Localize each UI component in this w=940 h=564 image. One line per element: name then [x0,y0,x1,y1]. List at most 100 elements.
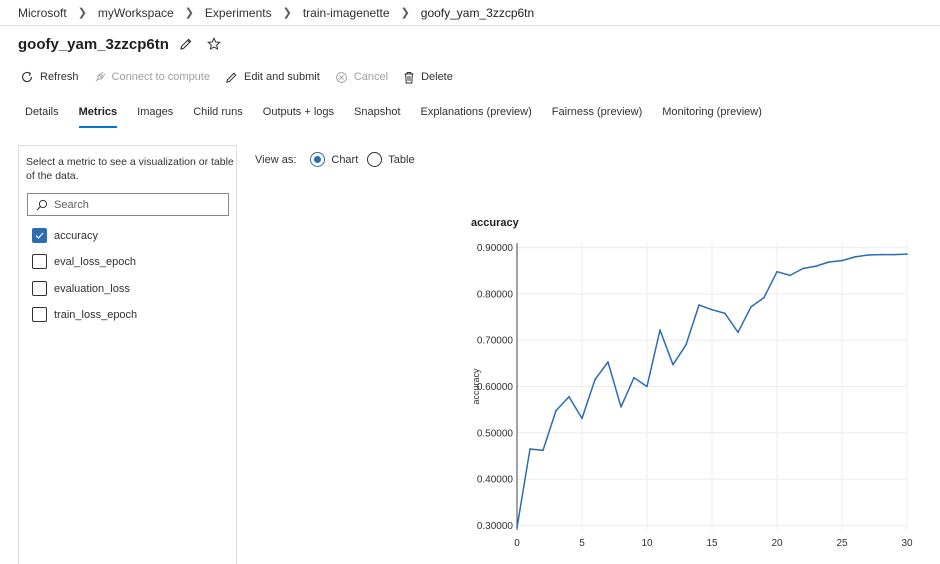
search-placeholder: Search [54,198,89,211]
pencil-icon[interactable] [179,37,193,51]
tab-bar: Details Metrics Images Child runs Output… [25,106,782,132]
metric-item-accuracy[interactable]: accuracy [32,228,98,243]
star-icon[interactable] [206,37,221,51]
y-tick-label: 0.90000 [477,243,514,254]
search-icon [36,199,48,210]
data-point [685,344,687,346]
connect-to-compute-button[interactable]: Connect to compute [94,71,210,83]
data-point [607,361,609,363]
data-point [854,256,856,258]
data-point [802,267,804,270]
y-tick-label: 0.60000 [477,382,514,393]
tab-fairness[interactable]: Fairness (preview) [551,106,643,118]
delete-button[interactable]: Delete [403,71,453,84]
data-point [581,417,583,420]
data-point [776,270,778,273]
y-tick-label: 0.80000 [477,289,514,300]
data-point [633,376,635,379]
tab-monitoring[interactable]: Monitoring (preview) [662,106,762,118]
breadcrumb-workspace[interactable]: myWorkspace [97,5,174,20]
data-point [867,254,869,256]
tab-outputs-logs[interactable]: Outputs + logs [262,106,335,118]
metric-item-evaluation-loss[interactable]: evaluation_loss [32,281,130,296]
refresh-button[interactable]: Refresh [20,70,79,84]
page-title: goofy_yam_3zzcp6tn [18,35,169,53]
search-input[interactable]: Search [27,193,229,216]
breadcrumb-run: goofy_yam_3zzcp6tn [420,5,535,20]
x-tick-label: 10 [641,538,653,549]
data-point [893,253,895,256]
pencil-icon [226,72,237,83]
trash-icon [404,71,414,83]
chart-title: accuracy [471,217,520,229]
y-axis-label: accuracy [471,368,481,405]
checkbox-checked[interactable] [32,228,47,243]
refresh-icon [21,71,33,83]
metric-item-train-loss-epoch[interactable]: train_loss_epoch [32,307,137,322]
cancel-button[interactable]: Cancel [335,71,388,84]
data-point [698,304,700,306]
metric-label: eval_loss_epoch [54,255,136,268]
data-point [542,449,544,452]
edit-and-submit-label: Edit and submit [243,71,320,83]
data-point [789,274,791,277]
view-table-option[interactable]: Table [367,152,415,167]
x-tick-label: 30 [901,538,913,549]
plug-icon [95,71,105,82]
data-point [672,363,674,366]
tab-images[interactable]: Images [137,106,174,118]
title-row: goofy_yam_3zzcp6tn [18,34,221,54]
metric-label: evaluation_loss [54,282,130,295]
data-point [828,261,830,263]
metric-label: train_loss_epoch [54,308,138,321]
data-point [763,296,765,299]
tab-explanations[interactable]: Explanations (preview) [420,106,532,118]
metric-label: accuracy [54,229,99,242]
breadcrumb-experiments[interactable]: Experiments [204,5,272,20]
view-as-group: View as: Chart Table [255,152,424,167]
chevron-right-icon: ❯ [77,7,87,19]
delete-label: Delete [421,71,453,83]
view-chart-option[interactable]: Chart [310,152,358,167]
cancel-label: Cancel [353,71,389,83]
data-point [815,265,817,267]
chevron-right-icon: ❯ [184,7,194,19]
tab-details[interactable]: Details [25,106,59,118]
metric-item-eval-loss-epoch[interactable]: eval_loss_epoch [32,254,136,269]
checkbox[interactable] [32,307,47,322]
data-point [906,253,908,255]
tab-child-runs[interactable]: Child runs [193,106,243,118]
y-tick-label: 0.40000 [477,475,514,486]
view-as-label: View as: [255,153,297,166]
data-point [750,306,752,308]
y-tick-label: 0.70000 [477,336,514,347]
data-point [880,253,882,256]
data-point [659,329,661,331]
tab-metrics[interactable]: Metrics [78,106,117,128]
data-point [841,259,843,262]
data-point [555,409,557,412]
x-tick-label: 15 [706,538,718,549]
breadcrumb-experiment[interactable]: train-imagenette [302,5,390,20]
checkbox[interactable] [32,281,47,296]
cancel-icon [335,71,347,83]
breadcrumb-microsoft[interactable]: Microsoft [18,5,67,20]
data-point [529,448,531,450]
y-tick-label: 0.50000 [477,428,514,439]
x-tick-label: 5 [579,538,585,549]
radio-selected[interactable] [310,152,326,167]
metric-selector-panel: Select a metric to see a visualization o… [18,145,237,564]
data-point [594,378,596,381]
radio[interactable] [367,152,383,167]
edit-and-submit-button[interactable]: Edit and submit [225,71,320,84]
view-chart-label: Chart [331,153,359,166]
tab-snapshot[interactable]: Snapshot [354,106,401,118]
view-table-label: Table [388,153,415,166]
checkbox[interactable] [32,254,47,269]
data-point [724,312,726,315]
data-point [568,395,570,398]
data-point [737,331,739,334]
checkmark-icon [35,232,44,239]
y-tick-label: 0.30000 [477,521,514,532]
